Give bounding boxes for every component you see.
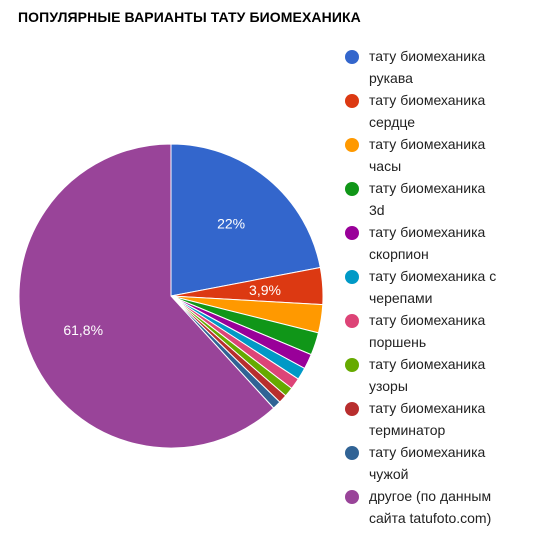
- legend-label-9: тату биомеханика чужой: [369, 444, 486, 482]
- legend-item-0[interactable]: тату биомеханика рукава: [345, 48, 555, 92]
- legend-item-1[interactable]: тату биомеханика сердце: [345, 92, 555, 136]
- legend-marker-0: [345, 50, 359, 64]
- legend-item-4[interactable]: тату биомеханика скорпион: [345, 224, 555, 268]
- legend-marker-3: [345, 182, 359, 196]
- slice-label-0: 22%: [217, 215, 245, 231]
- legend-item-6[interactable]: тату биомеханика поршень: [345, 312, 555, 356]
- chart-title: ПОПУЛЯРНЫЕ ВАРИАНТЫ ТАТУ БИОМЕХАНИКА: [18, 9, 361, 25]
- legend-label-2: тату биомеханика часы: [369, 136, 486, 174]
- legend-marker-2: [345, 138, 359, 152]
- legend-label-3: тату биомеханика 3d: [369, 180, 486, 218]
- chart-legend: тату биомеханика рукава тату биомеханика се…: [345, 48, 555, 532]
- legend-item-9[interactable]: тату биомеханика чужой: [345, 444, 555, 488]
- legend-marker-1: [345, 94, 359, 108]
- legend-item-3[interactable]: тату биомеханика 3d: [345, 180, 555, 224]
- legend-marker-9: [345, 446, 359, 460]
- legend-label-1: тату биомеханика сердце: [369, 92, 486, 130]
- legend-item-7[interactable]: тату биомеханика узоры: [345, 356, 555, 400]
- legend-item-2[interactable]: тату биомеханика часы: [345, 136, 555, 180]
- legend-item-5[interactable]: тату биомеханика с черепами: [345, 268, 555, 312]
- legend-marker-4: [345, 226, 359, 240]
- legend-item-10[interactable]: другое (по данным сайта tatufoto.com): [345, 488, 555, 532]
- legend-label-4: тату биомеханика скорпион: [369, 224, 486, 262]
- legend-label-6: тату биомеханика поршень: [369, 312, 486, 350]
- legend-marker-8: [345, 402, 359, 416]
- legend-label-0: тату биомеханика рукава: [369, 48, 486, 86]
- legend-marker-10: [345, 490, 359, 504]
- legend-label-8: тату биомеханика терминатор: [369, 400, 486, 438]
- legend-label-10: другое (по данным сайта tatufoto.com): [369, 488, 492, 526]
- legend-marker-5: [345, 270, 359, 284]
- legend-marker-7: [345, 358, 359, 372]
- slice-label-10: 61,8%: [63, 322, 103, 338]
- pie-slice-10[interactable]: [18, 143, 275, 449]
- legend-label-7: тату биомеханика узоры: [369, 356, 486, 394]
- legend-marker-6: [345, 314, 359, 328]
- pie-slice-0[interactable]: [170, 143, 321, 297]
- slice-label-1: 3,9%: [249, 282, 281, 298]
- legend-label-5: тату биомеханика с черепами: [369, 268, 497, 306]
- legend-item-8[interactable]: тату биомеханика терминатор: [345, 400, 555, 444]
